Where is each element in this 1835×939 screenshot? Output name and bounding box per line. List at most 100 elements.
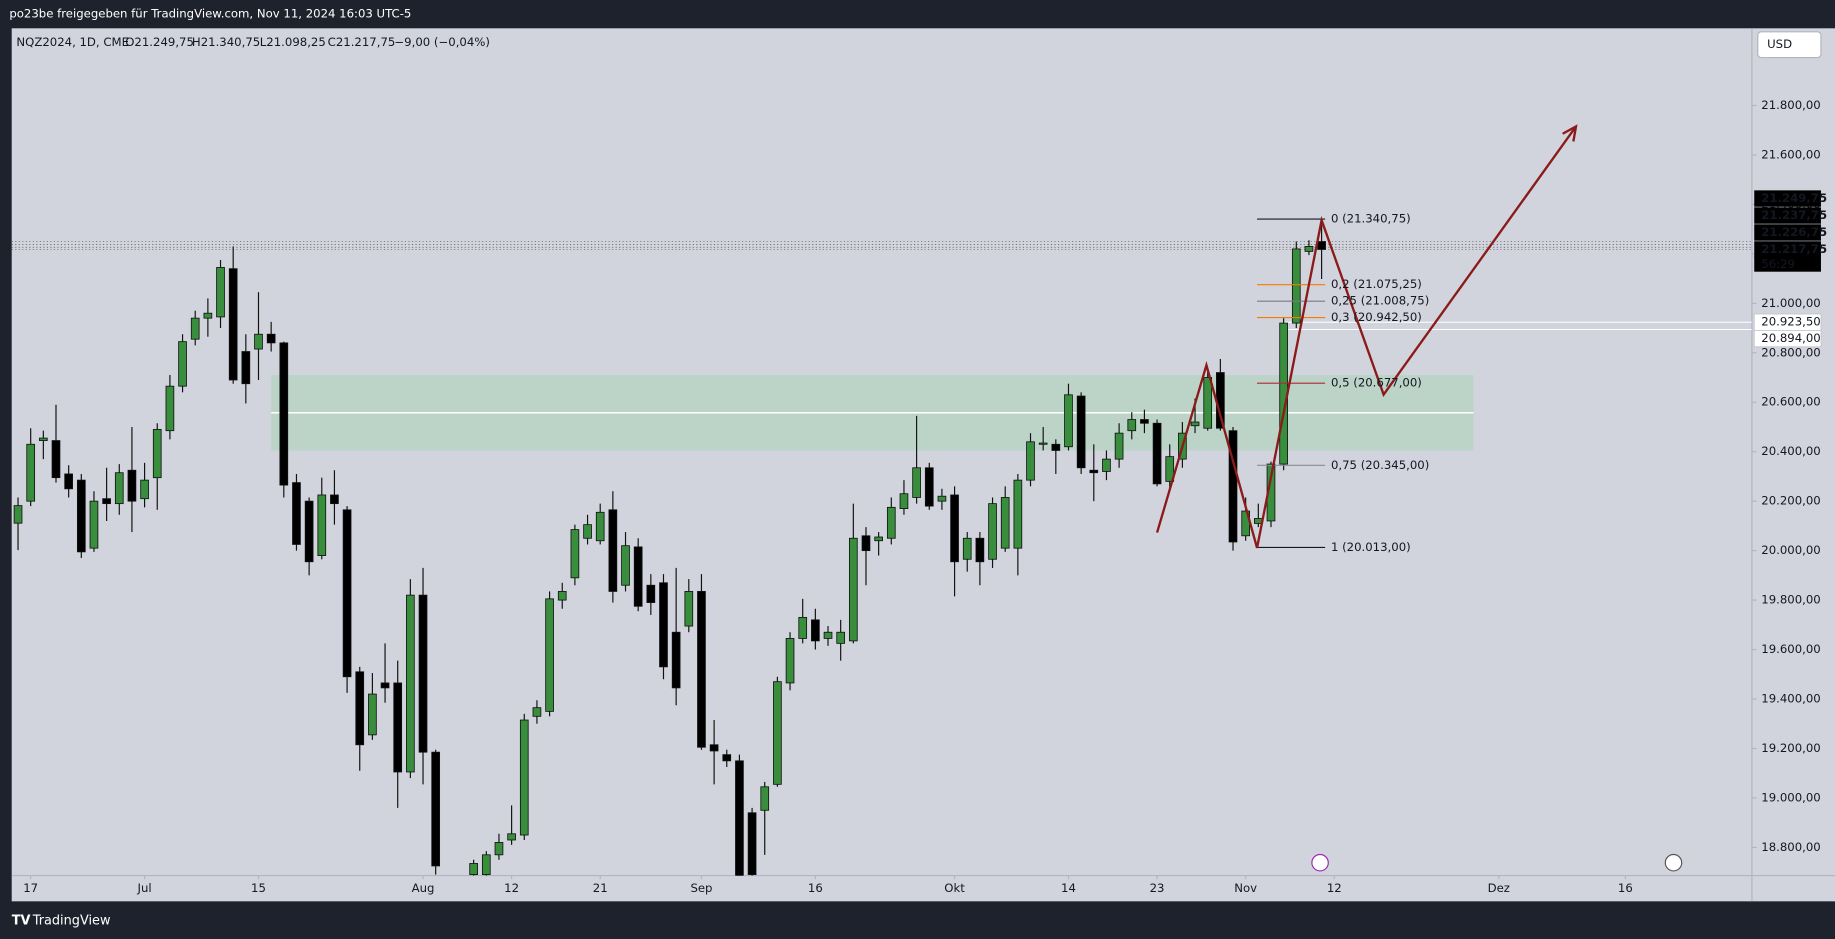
candle-body (760, 786, 770, 811)
candle-body (1127, 419, 1137, 432)
y-tick-label: 20.400,00 (1761, 444, 1820, 458)
price-label-box (1754, 241, 1821, 258)
x-tick-label: 23 (1150, 881, 1165, 895)
projection-arrowhead (1562, 124, 1578, 142)
candle-body (279, 342, 289, 486)
candle-body (494, 842, 504, 856)
candle-body (1013, 479, 1023, 549)
candle-body (848, 537, 858, 642)
candle-body (912, 467, 921, 498)
candle-body (621, 545, 630, 586)
event-icon[interactable] (1311, 853, 1329, 872)
y-tick-label: 19.800,00 (1761, 593, 1820, 607)
fib-label: 0,75 (20.345,00) (1331, 458, 1429, 472)
candle-body (317, 494, 327, 556)
y-tick-label: 21.000,00 (1761, 296, 1820, 310)
level-label: 20.923,50 (1761, 315, 1820, 329)
candle-body (26, 443, 36, 502)
candle-body (304, 500, 314, 563)
candle-body (507, 833, 516, 841)
candle-body (406, 594, 415, 773)
x-tick-label: Okt (944, 881, 965, 895)
countdown-box (1754, 256, 1821, 272)
candle-body (178, 341, 187, 387)
candle-body (51, 440, 61, 479)
candle-body (102, 498, 111, 505)
candle-body (64, 473, 73, 490)
candle-body (393, 682, 403, 773)
x-tick-label: 16 (1618, 881, 1633, 895)
candle-body (1190, 421, 1200, 427)
candle-body (646, 584, 656, 603)
candle-body (127, 469, 137, 502)
x-tick-label: 16 (808, 881, 823, 895)
candle-body (254, 333, 263, 350)
price-label-box (1754, 190, 1821, 207)
candle-body (203, 312, 213, 319)
candle-body (1152, 422, 1162, 485)
fib-label: 0,5 (20.677,00) (1331, 376, 1422, 390)
x-tick-label: 12 (1327, 881, 1342, 895)
currency[interactable]: USD (1767, 37, 1792, 51)
plot-background (11, 28, 1835, 902)
candle-body (1317, 241, 1326, 250)
candle-body (545, 598, 554, 712)
candle-body (722, 754, 732, 762)
candle-body (747, 812, 757, 876)
timer-icon[interactable] (1664, 853, 1683, 872)
candle-body (1291, 248, 1301, 324)
candle-body (937, 495, 947, 502)
candle-body (431, 751, 441, 867)
candle-body (709, 744, 719, 752)
candle-body (1165, 456, 1175, 482)
candle-body (380, 682, 390, 689)
candle-body (899, 493, 909, 509)
y-tick-label: 20.800,00 (1761, 345, 1820, 359)
candle-body (861, 535, 871, 552)
candle-body (266, 333, 276, 344)
header: po23be freigegeben für TradingView.com, … (9, 7, 411, 21)
candle-body (519, 719, 529, 836)
y-tick-label: 19.400,00 (1761, 692, 1820, 706)
price-label: 21.249,75 (1761, 191, 1827, 205)
ohlc-close: C21.217,75 (328, 35, 396, 49)
fib-label: 0 (21.340,75) (1331, 212, 1411, 226)
x-tick-label: 12 (504, 881, 519, 895)
candle-body (241, 351, 251, 385)
ohlc-high: H21.340,75 (192, 35, 260, 49)
symbol: NQZ2024, 1D, CME (16, 35, 129, 49)
candle-body (469, 863, 478, 876)
candle-body (114, 472, 124, 505)
plot (11, 124, 1752, 876)
candle-body (152, 429, 162, 479)
fib-label: 1 (20.013,00) (1331, 540, 1411, 554)
candle-body (1064, 394, 1073, 448)
candle-body (140, 479, 149, 500)
x-tick-label: 17 (23, 881, 38, 895)
fib-label: 0,3 (20.942,50) (1331, 310, 1422, 324)
x-tick-label: Dez (1488, 881, 1510, 895)
currency-box[interactable] (1757, 31, 1822, 59)
candle-body (1051, 443, 1061, 451)
candle-body (342, 509, 352, 678)
candle-body (76, 479, 86, 553)
y-tick-label: 21.800,00 (1761, 98, 1820, 112)
candle-body (190, 317, 200, 340)
candle-body (595, 511, 605, 542)
candle-body (950, 494, 959, 563)
candle-body (89, 500, 99, 549)
projection-path (1155, 125, 1577, 549)
level-label-box (1753, 330, 1822, 348)
candle-body (659, 582, 668, 668)
candle-body (823, 631, 833, 639)
candle-body (557, 591, 567, 601)
candle-body (481, 854, 491, 876)
price-label: 21.237,75 (1761, 208, 1827, 222)
fib-label: 0,2 (21.075,25) (1331, 277, 1422, 291)
candle-body (1000, 497, 1010, 549)
x-tick-label: Nov (1234, 881, 1257, 895)
candle-body (292, 482, 301, 545)
candle-body (1228, 430, 1238, 543)
candle-body (671, 631, 681, 689)
fib-label: 0,25 (21.008,75) (1331, 294, 1429, 308)
